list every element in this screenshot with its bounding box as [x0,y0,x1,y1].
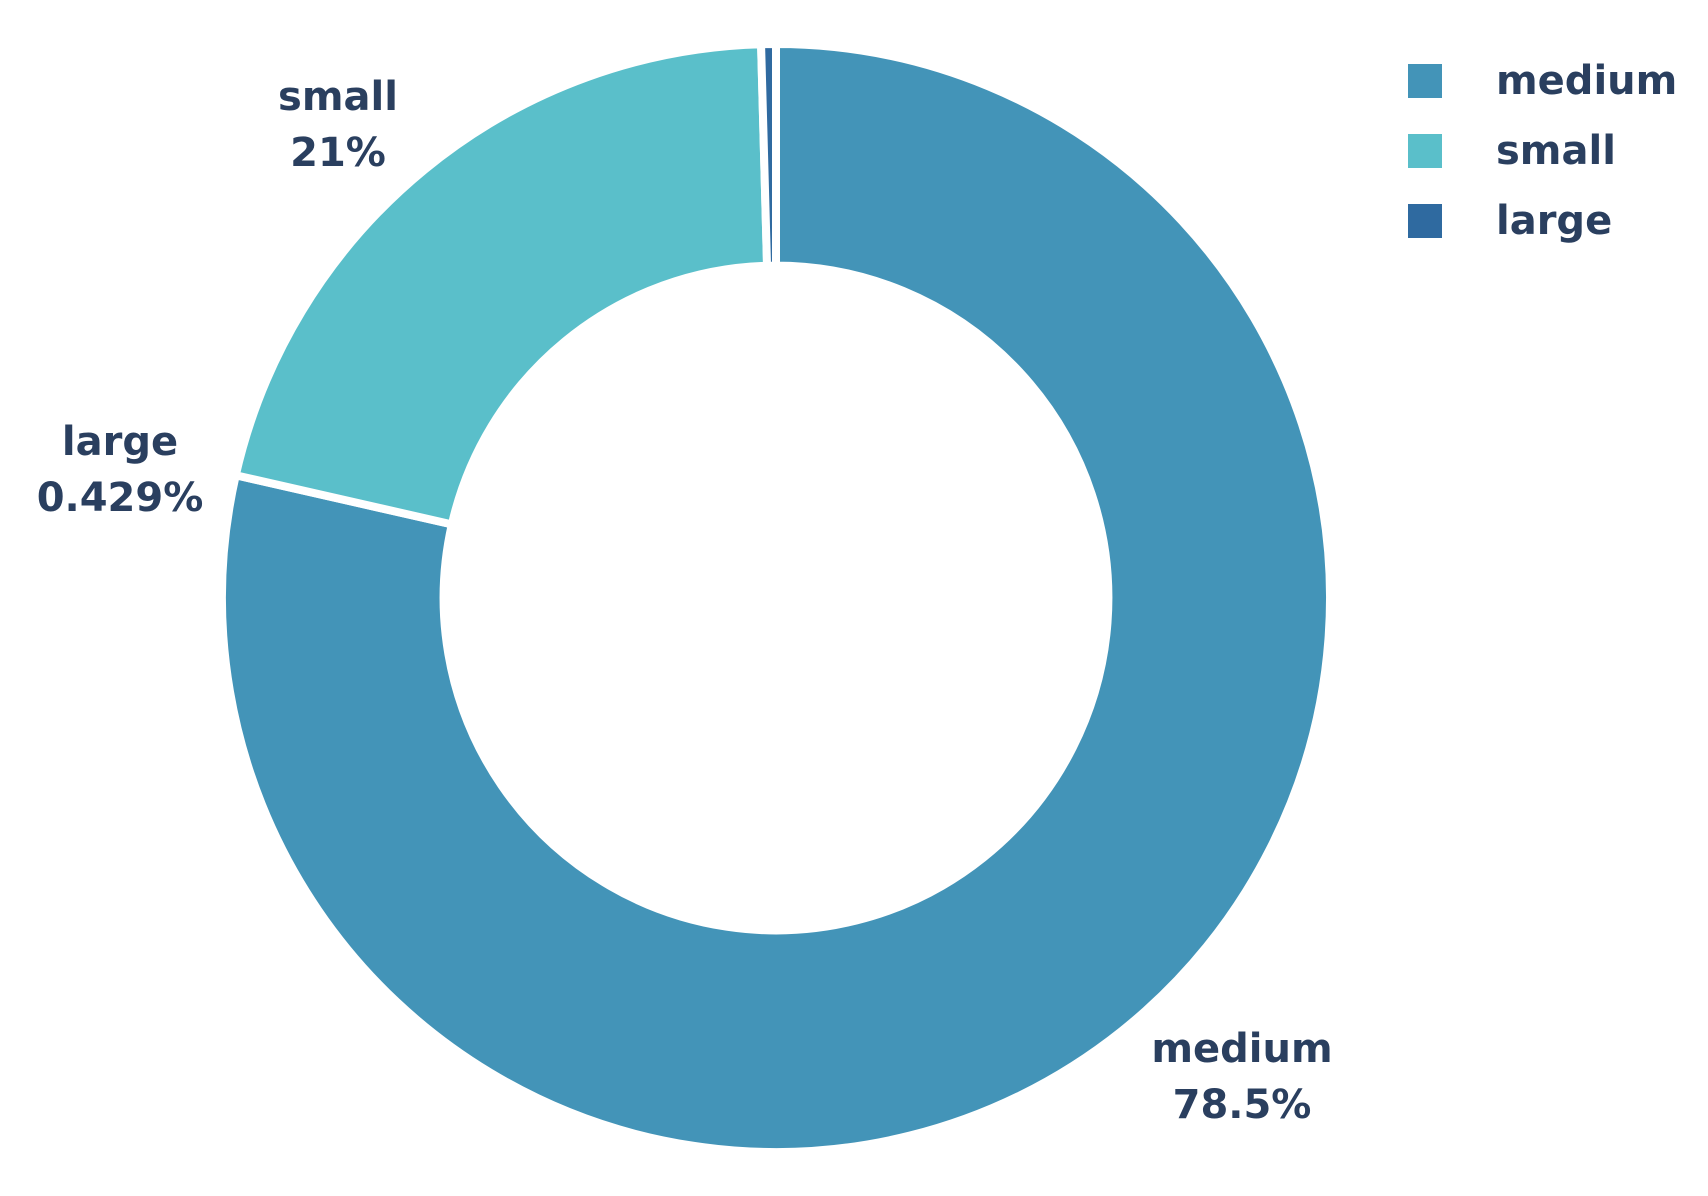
legend-swatch-large [1408,204,1442,238]
slice-small[interactable] [230,40,772,530]
slice-percent-medium: 78.5% [1173,1082,1312,1128]
legend: medium small large [1408,46,1677,256]
slice-percent-small: 21% [290,130,386,176]
slice-labels: medium 78.5% small 21% large 0.429% [37,74,1333,1128]
legend-label-large: large [1496,198,1613,244]
legend-swatch-medium [1408,64,1442,98]
slice-medium[interactable] [218,39,1334,1156]
legend-item-small[interactable]: small [1408,116,1677,186]
slice-large[interactable] [756,39,780,270]
legend-item-medium[interactable]: medium [1408,46,1677,116]
legend-swatch-small [1408,134,1442,168]
slice-label-medium: medium [1151,1026,1332,1072]
legend-label-small: small [1496,128,1616,174]
slice-label-large: large [62,419,178,465]
donut-slices [218,39,1334,1156]
legend-label-medium: medium [1496,58,1678,104]
slice-percent-large: 0.429% [37,475,204,521]
slice-label-small: small [278,74,398,120]
legend-item-large[interactable]: large [1408,186,1677,256]
